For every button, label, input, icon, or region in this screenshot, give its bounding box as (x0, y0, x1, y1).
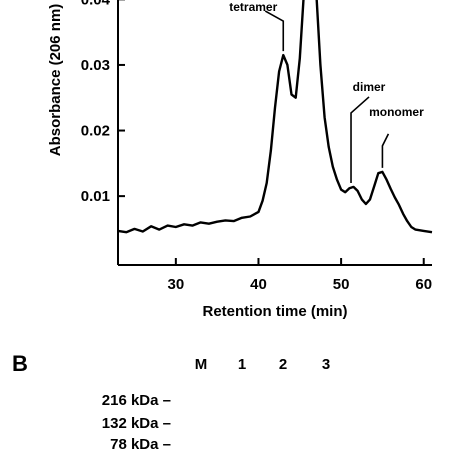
dimer-leader (350, 96, 370, 183)
annotations: tetramer dimer monomer (229, 0, 424, 183)
y-tick-label-0.02: 0.02 (81, 123, 110, 140)
plot-area (117, 0, 433, 234)
lane-label-2: 2 (279, 356, 287, 373)
axes: 30 40 50 60 0.01 0.02 0.03 0.04 (81, 0, 432, 293)
monomer-leader (381, 133, 390, 168)
y-tick-label-0.04: 0.04 (81, 0, 111, 8)
marker-78-kda: 78 kDa – (110, 436, 171, 453)
x-tick-label-30: 30 (167, 276, 184, 293)
tetramer-label: tetramer (229, 0, 277, 14)
y-tick-label-0.03: 0.03 (81, 57, 110, 74)
marker-132-kda: 132 kDa – (102, 415, 171, 432)
y-tick-label-0.01: 0.01 (81, 188, 110, 205)
tetramer-leader (264, 10, 285, 52)
lane-label-1: 1 (238, 356, 246, 373)
panel-b-label: B (12, 351, 28, 376)
x-axis-title: Retention time (min) (203, 303, 348, 320)
dimer-label: dimer (353, 80, 386, 94)
marker-216-kda: 216 kDa – (102, 392, 171, 409)
chromatogram-line (117, 0, 433, 234)
x-tick-label-60: 60 (415, 276, 432, 293)
monomer-label: monomer (369, 105, 424, 119)
y-axis-title: Absorbance (206 nm) (47, 4, 64, 157)
lane-label-m: M (195, 356, 208, 373)
lane-label-3: 3 (322, 356, 330, 373)
x-tick-label-50: 50 (333, 276, 350, 293)
x-tick-label-40: 40 (250, 276, 267, 293)
